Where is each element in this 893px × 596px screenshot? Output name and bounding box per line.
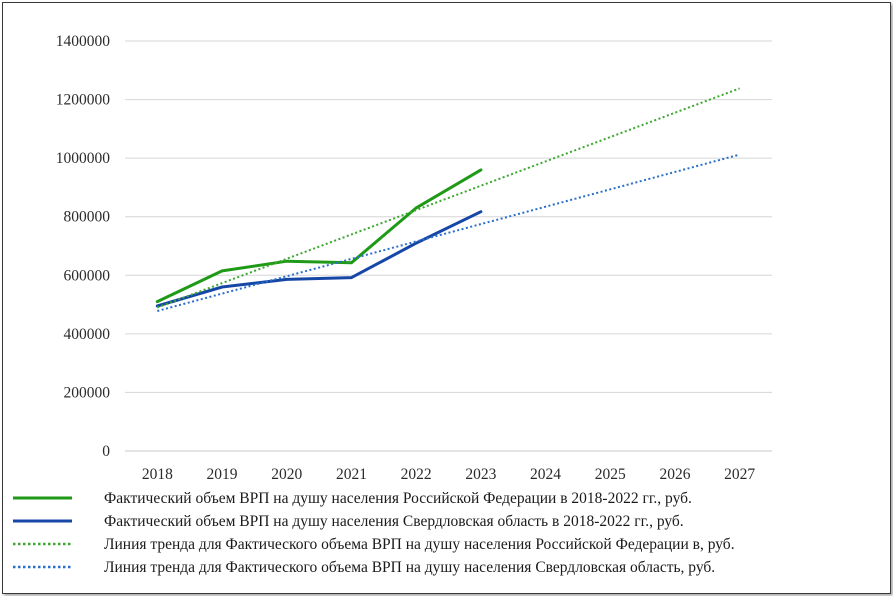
x-tick-label: 2022 (401, 466, 432, 483)
x-tick-label: 2027 (724, 466, 755, 483)
trend-line-2 (156, 87, 740, 309)
legend-label: Фактический объем ВРП на душу населения … (104, 513, 684, 530)
x-tick-label: 2023 (465, 466, 496, 483)
legend-label: Линия тренда для Фактического объема ВРП… (104, 559, 715, 576)
legend-label: Линия тренда для Фактического объема ВРП… (104, 536, 735, 553)
series-line-0 (155, 168, 483, 304)
y-tick-label: 1400000 (56, 33, 111, 50)
legend: Фактический объем ВРП на душу населения … (13, 490, 735, 576)
x-tick-label: 2024 (530, 466, 561, 483)
y-tick-label: 1000000 (56, 150, 111, 167)
series-lines (155, 87, 740, 312)
y-tick-label: 1200000 (56, 92, 111, 109)
y-tick-label: 400000 (64, 326, 111, 343)
series-line-1 (155, 210, 483, 308)
x-axis-ticks: 2018 2019 2020 2021 2022 2023 2024 2025 2026 2027 (142, 466, 756, 483)
x-tick-label: 2026 (659, 466, 690, 483)
y-tick-label: 200000 (64, 384, 111, 401)
x-tick-label: 2020 (271, 466, 302, 483)
x-tick-label: 2019 (207, 466, 238, 483)
x-tick-label: 2021 (336, 466, 367, 483)
y-tick-label: 0 (102, 443, 110, 460)
x-tick-label: 2025 (595, 466, 626, 483)
y-axis-ticks: 0 200000 400000 600000 800000 1000000 1200000 1… (56, 33, 111, 460)
legend-label: Фактический объем ВРП на душу населения … (104, 490, 692, 507)
trend-line-3 (157, 153, 740, 312)
y-tick-label: 800000 (64, 209, 111, 226)
gridlines (125, 40, 772, 452)
x-tick-label: 2018 (142, 466, 173, 483)
y-tick-label: 600000 (64, 267, 111, 284)
